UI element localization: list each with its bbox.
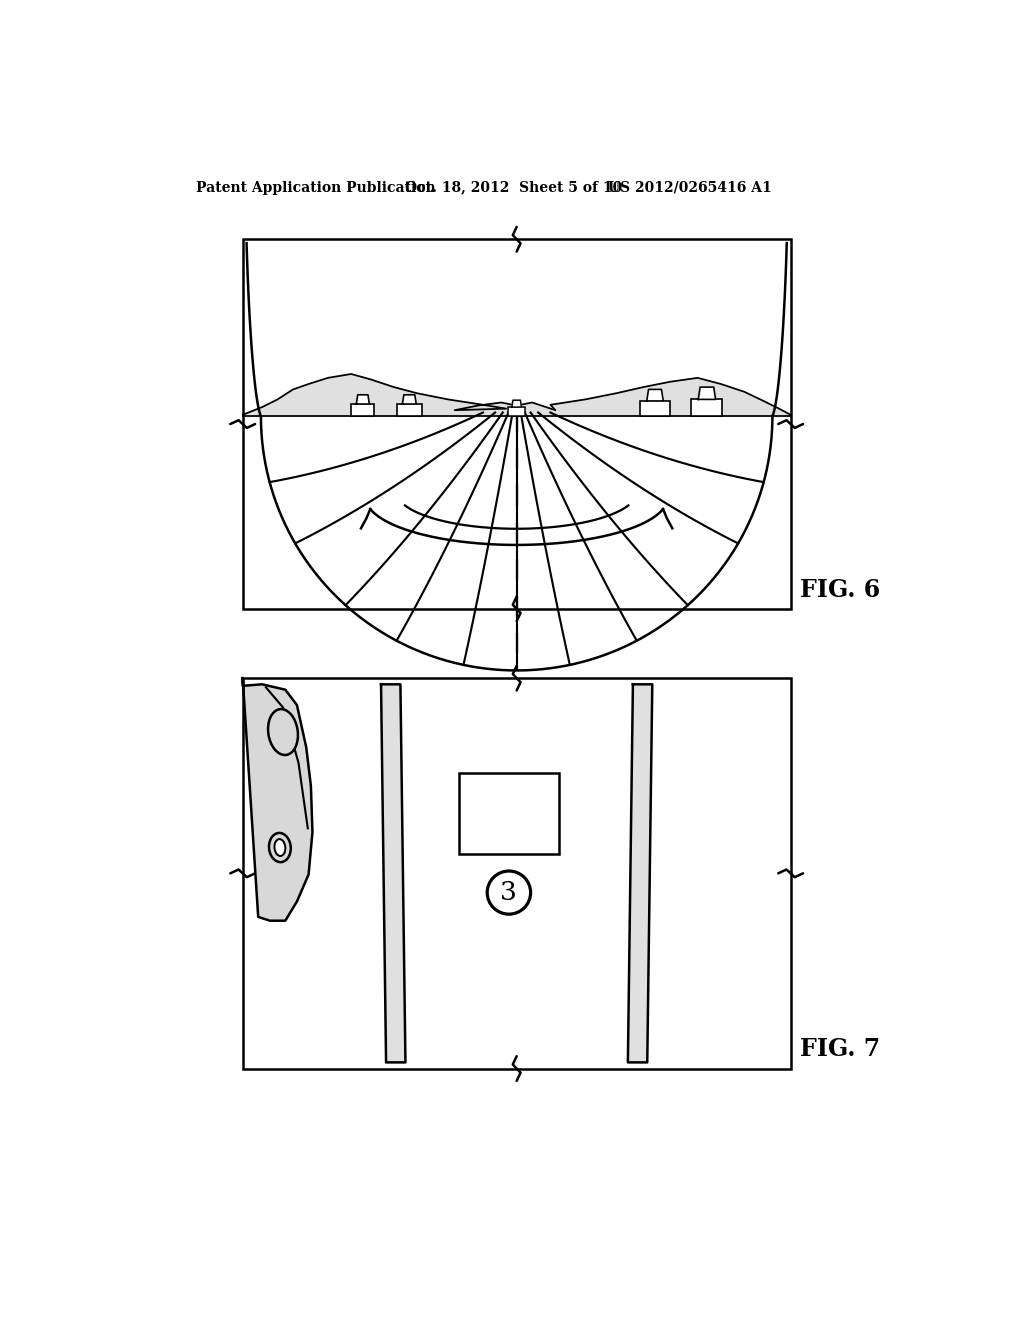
Bar bbox=[243, 678, 791, 1069]
Text: FIG. 6: FIG. 6 bbox=[800, 578, 881, 602]
Text: 3: 3 bbox=[501, 880, 517, 906]
Polygon shape bbox=[402, 395, 417, 404]
Bar bbox=[351, 404, 375, 416]
Circle shape bbox=[487, 871, 530, 915]
Bar bbox=[691, 400, 722, 416]
Polygon shape bbox=[628, 684, 652, 1063]
Polygon shape bbox=[243, 374, 791, 416]
Bar bbox=[243, 239, 791, 609]
Ellipse shape bbox=[269, 833, 291, 862]
Text: FIG. 7: FIG. 7 bbox=[800, 1038, 881, 1061]
Bar bbox=[397, 404, 422, 416]
Polygon shape bbox=[356, 395, 370, 404]
Text: US 2012/0265416 A1: US 2012/0265416 A1 bbox=[608, 181, 772, 194]
Text: Patent Application Publication: Patent Application Publication bbox=[197, 181, 436, 194]
Bar bbox=[640, 401, 670, 416]
Polygon shape bbox=[381, 684, 406, 1063]
Polygon shape bbox=[647, 389, 664, 401]
Polygon shape bbox=[512, 400, 521, 407]
Polygon shape bbox=[698, 387, 716, 400]
Text: Oct. 18, 2012  Sheet 5 of 10: Oct. 18, 2012 Sheet 5 of 10 bbox=[406, 181, 623, 194]
Bar bbox=[459, 774, 559, 854]
Ellipse shape bbox=[274, 840, 286, 855]
Polygon shape bbox=[243, 678, 312, 921]
Bar bbox=[508, 407, 525, 416]
Ellipse shape bbox=[268, 709, 298, 755]
